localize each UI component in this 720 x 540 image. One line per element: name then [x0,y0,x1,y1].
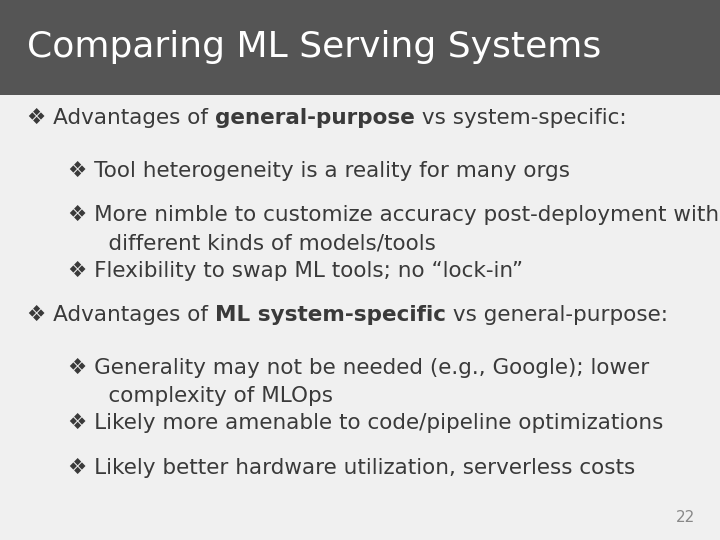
Text: ❖ Likely more amenable to code/pipeline optimizations: ❖ Likely more amenable to code/pipeline … [68,414,664,434]
Text: Comparing ML Serving Systems: Comparing ML Serving Systems [27,30,602,64]
Text: ❖ Generality may not be needed (e.g., Google); lower: ❖ Generality may not be needed (e.g., Go… [68,358,649,378]
Bar [0,0,720,94]
Text: ❖ Advantages of: ❖ Advantages of [27,108,215,128]
Text: vs general-purpose:: vs general-purpose: [446,305,668,325]
Text: different kinds of models/tools: different kinds of models/tools [81,233,436,253]
Text: ML system-specific: ML system-specific [215,305,446,325]
Text: ❖ Flexibility to swap ML tools; no “lock-in”: ❖ Flexibility to swap ML tools; no “lock… [68,261,523,281]
Text: ❖ More nimble to customize accuracy post-deployment with: ❖ More nimble to customize accuracy post… [68,205,719,225]
Text: general-purpose: general-purpose [215,108,415,128]
Text: ❖ Advantages of: ❖ Advantages of [27,305,215,325]
Text: ❖ Likely better hardware utilization, serverless costs: ❖ Likely better hardware utilization, se… [68,458,636,478]
Text: ❖ Tool heterogeneity is a reality for many orgs: ❖ Tool heterogeneity is a reality for ma… [68,161,570,181]
Text: vs system-specific:: vs system-specific: [415,108,626,128]
Text: complexity of MLOps: complexity of MLOps [81,386,333,406]
Text: 22: 22 [675,510,695,525]
